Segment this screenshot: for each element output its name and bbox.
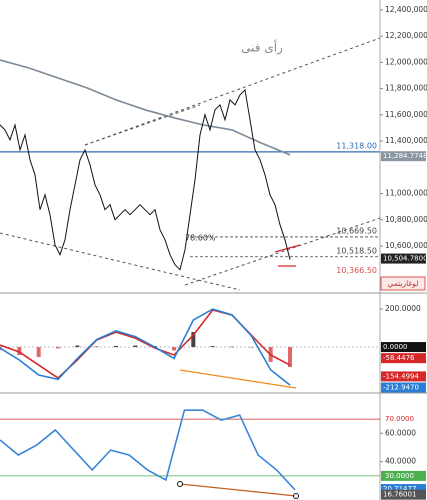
histogram-bar — [36, 347, 41, 357]
price-tag — [381, 484, 426, 495]
price-tag — [381, 371, 426, 382]
price-tag-label: -58.4476 — [383, 354, 415, 362]
price-tag — [381, 382, 426, 393]
y-tick-label: 60.0000 — [385, 428, 416, 437]
anchor-point — [293, 493, 299, 499]
price-tag-label: 16.76001 — [383, 491, 416, 499]
divergence-line — [179, 483, 297, 497]
level-label: 10,669.50 — [336, 226, 377, 235]
y-tick-label: 12,200,000 — [385, 31, 427, 40]
y-tick-label: 11,400,000 — [385, 136, 427, 145]
level-tag — [381, 414, 426, 425]
chart-title: رأى فنى — [241, 40, 283, 56]
y-tick-label: 200.0000 — [385, 304, 421, 313]
histogram-bar — [249, 347, 254, 348]
level-tag — [381, 470, 426, 481]
price-tag-label: 11,284.7748 — [383, 152, 427, 160]
histogram-bar — [17, 347, 22, 356]
price-tag — [381, 253, 426, 264]
series-line — [0, 59, 291, 156]
level-label: 10,518.50 — [336, 246, 377, 255]
y-tick-label: 12,000,000 — [385, 57, 427, 66]
price-tag-label: -154.4994 — [383, 372, 419, 380]
level-label: 11,318.00 — [336, 141, 377, 150]
histogram-bar — [230, 346, 234, 348]
trendlines — [0, 37, 381, 291]
y-tick-label: 11,000,000 — [385, 189, 427, 198]
scale-button-label[interactable]: لوغاريتمي — [388, 279, 419, 288]
fib-label: 78.60% — [185, 234, 216, 243]
histogram-bar — [133, 345, 138, 348]
price-tag-label: 0.0000 — [383, 343, 408, 351]
price-tag — [381, 489, 426, 500]
price-tag — [381, 151, 426, 162]
y-tick-label: 40.0000 — [385, 457, 416, 466]
series-line — [0, 409, 296, 491]
scale-button[interactable] — [380, 276, 426, 291]
level-tag-label: 70.0000 — [385, 415, 414, 423]
level-label: 10,366.50 — [336, 266, 377, 275]
histogram-bar — [288, 347, 292, 368]
y-tick-label: 12,400,000 — [385, 5, 427, 14]
price-tag — [381, 353, 426, 364]
divergence-line — [179, 369, 297, 389]
level-tag-label: 30.0000 — [385, 472, 414, 480]
histogram-bar — [114, 345, 118, 348]
price-tag-label: -212.9470 — [383, 384, 419, 392]
y-tick-label: 10,600,000 — [385, 241, 427, 250]
histogram-bar — [210, 346, 215, 348]
y-tick-label: 11,600,000 — [385, 110, 427, 119]
series-line — [0, 88, 291, 271]
price-tag — [381, 342, 426, 353]
series-line — [0, 308, 291, 386]
y-tick-label: 10,800,000 — [385, 215, 427, 224]
anchor-point — [177, 481, 183, 487]
histogram-bar — [191, 332, 196, 348]
histogram-bar — [56, 347, 60, 349]
price-tag-label: 20.71477 — [383, 485, 416, 493]
y-tick-label: 11,800,000 — [385, 84, 427, 93]
price-tag-label: 10,504.7800 — [383, 255, 427, 263]
histogram-bar — [172, 347, 176, 351]
histogram-bar — [94, 346, 99, 348]
histogram-bar — [75, 345, 80, 348]
